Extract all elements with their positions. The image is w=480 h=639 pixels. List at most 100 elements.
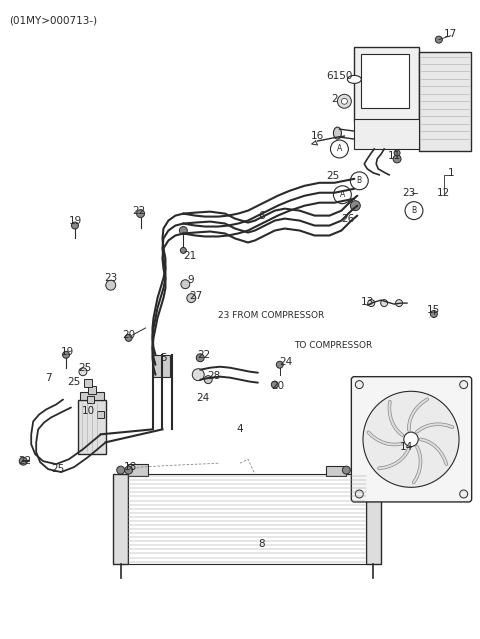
Text: TO COMPRESSOR: TO COMPRESSOR	[294, 341, 372, 350]
Text: 5: 5	[160, 353, 167, 363]
Circle shape	[431, 311, 437, 318]
Circle shape	[350, 201, 360, 211]
Bar	[113, 474, 128, 564]
Text: 25: 25	[67, 376, 81, 387]
Text: 23: 23	[402, 188, 416, 197]
Circle shape	[62, 351, 70, 358]
Circle shape	[330, 140, 348, 158]
Text: B: B	[357, 176, 362, 185]
Text: 6: 6	[259, 211, 265, 220]
Text: 25: 25	[51, 464, 65, 474]
Circle shape	[125, 334, 132, 341]
Text: 4: 4	[237, 424, 243, 435]
Text: 2: 2	[331, 95, 338, 104]
Circle shape	[187, 294, 196, 303]
Circle shape	[180, 247, 186, 254]
Text: 20: 20	[122, 330, 135, 340]
Text: A: A	[340, 190, 345, 199]
FancyBboxPatch shape	[351, 376, 472, 502]
Circle shape	[276, 361, 283, 368]
Circle shape	[337, 95, 351, 108]
Text: 9: 9	[187, 275, 193, 285]
Circle shape	[125, 466, 132, 474]
Text: 20: 20	[271, 381, 284, 390]
Text: 11: 11	[387, 151, 401, 161]
Bar	[78, 399, 106, 454]
Bar	[419, 52, 471, 151]
Text: 19: 19	[68, 215, 82, 226]
Circle shape	[405, 202, 423, 220]
Text: 16: 16	[311, 131, 324, 141]
Circle shape	[204, 376, 212, 383]
Text: 24: 24	[197, 392, 210, 403]
Text: 22: 22	[198, 350, 211, 360]
Text: B: B	[411, 206, 417, 215]
Text: A: A	[337, 144, 342, 153]
Circle shape	[137, 210, 144, 218]
Circle shape	[271, 381, 278, 388]
Circle shape	[460, 381, 468, 389]
Circle shape	[396, 300, 403, 307]
Bar	[88, 385, 96, 394]
Text: 21: 21	[184, 251, 197, 261]
Circle shape	[180, 227, 187, 235]
Circle shape	[334, 186, 351, 204]
Text: (01MY>000713-): (01MY>000713-)	[9, 16, 97, 26]
Text: 28: 28	[207, 371, 221, 381]
Circle shape	[72, 222, 78, 229]
Circle shape	[460, 490, 468, 498]
Circle shape	[181, 280, 190, 289]
Circle shape	[394, 150, 400, 156]
Text: 23 FROM COMPRESSOR: 23 FROM COMPRESSOR	[218, 311, 324, 320]
Text: 15: 15	[427, 305, 441, 315]
Bar	[87, 396, 95, 403]
Text: 6150: 6150	[326, 72, 353, 81]
Text: 27: 27	[190, 291, 203, 301]
Text: 23: 23	[104, 273, 118, 283]
Text: 26: 26	[341, 213, 354, 224]
Text: 14: 14	[399, 442, 413, 452]
Text: 22: 22	[132, 206, 145, 215]
Text: 19: 19	[60, 347, 73, 357]
Bar	[128, 474, 366, 564]
Circle shape	[192, 369, 204, 381]
Text: 8: 8	[259, 539, 265, 549]
Circle shape	[355, 381, 363, 389]
Bar	[361, 54, 409, 108]
Circle shape	[79, 367, 87, 376]
Circle shape	[404, 432, 418, 447]
Text: 13: 13	[360, 297, 374, 307]
Bar	[97, 411, 104, 418]
Circle shape	[117, 466, 125, 474]
Text: 24: 24	[279, 357, 292, 367]
Circle shape	[350, 172, 368, 190]
Text: 25: 25	[326, 171, 339, 181]
Circle shape	[106, 281, 116, 290]
Text: 10: 10	[81, 406, 95, 417]
Text: 22: 22	[19, 456, 32, 466]
Text: 18: 18	[124, 462, 137, 472]
Circle shape	[355, 490, 363, 498]
Bar	[354, 47, 419, 121]
Text: 25: 25	[78, 363, 92, 373]
Bar	[354, 119, 419, 149]
Bar	[153, 355, 170, 376]
Circle shape	[363, 391, 459, 488]
Circle shape	[342, 466, 350, 474]
Bar	[84, 379, 92, 387]
Circle shape	[368, 300, 375, 307]
Text: 1: 1	[447, 168, 454, 178]
Circle shape	[435, 36, 443, 43]
Bar	[80, 392, 104, 399]
Text: 12: 12	[437, 188, 450, 197]
Circle shape	[341, 98, 348, 104]
Text: 17: 17	[444, 29, 457, 39]
Bar	[366, 474, 381, 564]
Ellipse shape	[334, 127, 341, 139]
Circle shape	[19, 457, 27, 465]
Bar	[128, 464, 147, 476]
Circle shape	[196, 354, 204, 362]
Bar	[326, 466, 347, 476]
Text: 7: 7	[45, 373, 51, 383]
Circle shape	[393, 155, 401, 163]
